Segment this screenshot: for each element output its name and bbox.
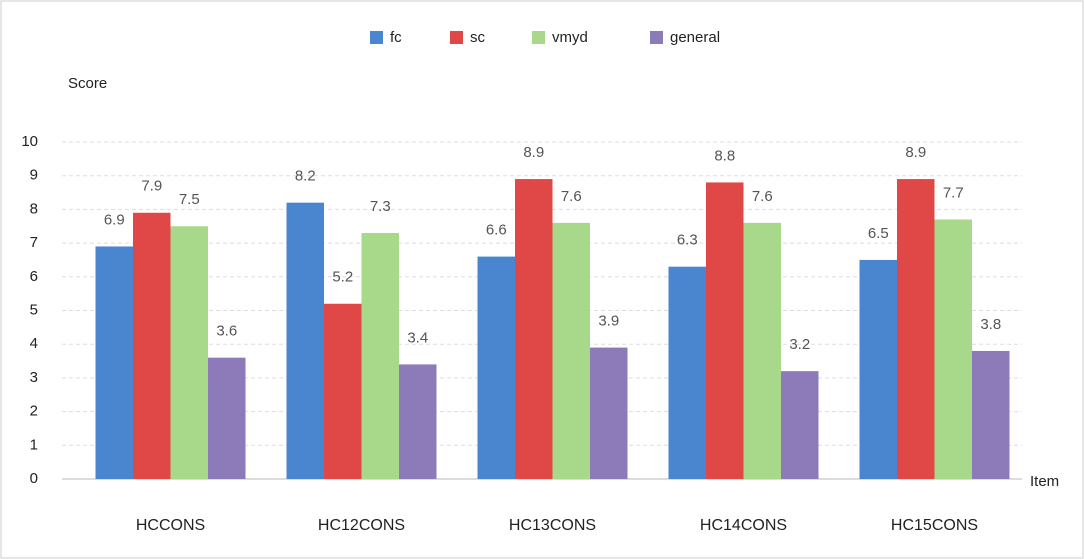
bar <box>95 246 133 479</box>
bar <box>133 212 171 479</box>
x-tick-label: HC12CONS <box>318 517 405 534</box>
bar <box>743 222 781 479</box>
bar <box>477 256 515 479</box>
y-tick-label: 8 <box>30 200 38 217</box>
value-label: 3.8 <box>980 316 1001 333</box>
bar <box>515 179 553 479</box>
legend-swatch <box>650 31 663 44</box>
bar <box>972 350 1010 479</box>
bar <box>399 364 437 479</box>
y-tick-label: 1 <box>30 436 38 453</box>
value-label: 7.6 <box>561 188 582 205</box>
value-label: 6.3 <box>677 232 698 249</box>
legend-swatch <box>370 31 383 44</box>
y-tick-label: 0 <box>30 470 38 487</box>
value-label: 5.2 <box>332 269 353 286</box>
bar <box>552 222 590 479</box>
y-tick-label: 7 <box>30 234 38 251</box>
bar <box>170 226 208 479</box>
legend-label: fc <box>390 29 402 46</box>
y-tick-label: 4 <box>30 335 38 352</box>
value-label: 7.6 <box>752 188 773 205</box>
value-label: 7.7 <box>943 184 964 201</box>
legend-label: sc <box>470 29 486 46</box>
value-label: 3.4 <box>407 329 428 346</box>
y-tick-label: 9 <box>30 167 38 184</box>
legend-swatch <box>532 31 545 44</box>
y-tick-label: 5 <box>30 301 38 318</box>
x-tick-label: HC15CONS <box>891 517 978 534</box>
value-label: 8.9 <box>523 144 544 161</box>
legend-label: vmyd <box>552 29 588 46</box>
bar <box>208 357 246 479</box>
bar <box>897 179 935 479</box>
value-label: 3.9 <box>598 313 619 330</box>
x-tick-label: HC13CONS <box>509 517 596 534</box>
y-tick-label: 6 <box>30 268 38 285</box>
y-axis-label: Score <box>68 75 107 92</box>
value-label: 3.6 <box>216 323 237 340</box>
y-tick-label: 10 <box>21 133 38 150</box>
value-label: 6.5 <box>868 225 889 242</box>
value-label: 8.2 <box>295 168 316 185</box>
value-label: 8.8 <box>714 147 735 164</box>
legend-label: general <box>670 29 720 46</box>
bar <box>706 182 744 479</box>
bar <box>590 347 628 479</box>
value-label: 8.9 <box>905 144 926 161</box>
x-axis-label: Item <box>1030 473 1059 490</box>
value-label: 6.6 <box>486 222 507 239</box>
value-label: 7.3 <box>370 198 391 215</box>
value-label: 3.2 <box>789 336 810 353</box>
bar <box>286 202 324 479</box>
x-tick-label: HC14CONS <box>700 517 787 534</box>
bar <box>859 259 897 479</box>
value-label: 6.9 <box>104 211 125 228</box>
y-tick-label: 2 <box>30 403 38 420</box>
bar <box>361 232 399 479</box>
bar <box>668 266 706 479</box>
bar <box>934 219 972 479</box>
y-tick-label: 3 <box>30 369 38 386</box>
legend-swatch <box>450 31 463 44</box>
bar <box>781 371 819 479</box>
x-tick-label: HCCONS <box>136 517 205 534</box>
bar <box>324 303 362 479</box>
value-label: 7.5 <box>179 191 200 208</box>
value-label: 7.9 <box>141 178 162 195</box>
